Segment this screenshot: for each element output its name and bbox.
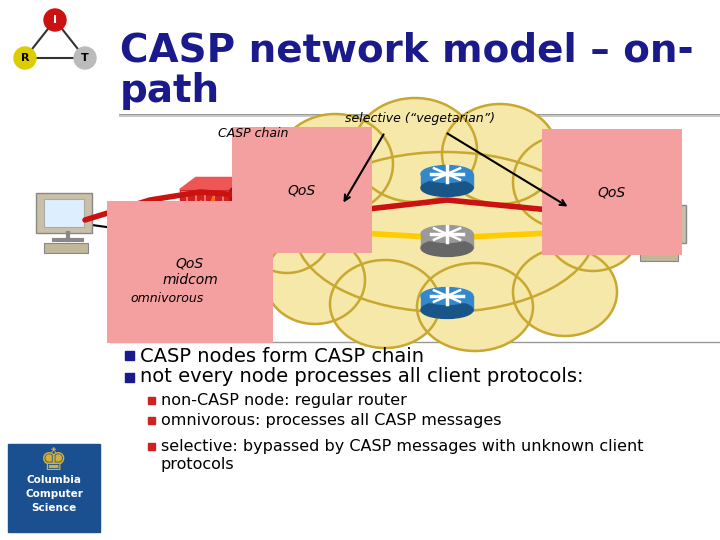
Polygon shape — [195, 196, 217, 230]
Text: CASP network model – on-: CASP network model – on- — [120, 32, 693, 70]
Ellipse shape — [513, 248, 617, 336]
Text: QoS: QoS — [598, 185, 626, 199]
Ellipse shape — [421, 166, 473, 183]
Ellipse shape — [295, 152, 595, 312]
Circle shape — [74, 47, 96, 69]
Text: path: path — [120, 72, 220, 110]
Text: I: I — [53, 15, 57, 25]
Ellipse shape — [417, 263, 533, 351]
Ellipse shape — [295, 185, 365, 235]
Circle shape — [14, 47, 36, 69]
Ellipse shape — [545, 183, 641, 271]
Polygon shape — [201, 202, 211, 224]
Text: omnivorous: processes all CASP messages: omnivorous: processes all CASP messages — [161, 413, 502, 428]
Bar — [148, 397, 155, 404]
Text: ♚: ♚ — [40, 448, 68, 476]
Ellipse shape — [544, 220, 596, 237]
Bar — [8, 444, 100, 532]
Polygon shape — [180, 190, 230, 247]
Text: CASP chain: CASP chain — [218, 127, 289, 140]
Ellipse shape — [421, 179, 473, 197]
Bar — [640, 252, 678, 261]
Polygon shape — [230, 178, 246, 247]
Ellipse shape — [316, 220, 368, 237]
Bar — [148, 417, 155, 424]
Ellipse shape — [421, 240, 473, 256]
Text: selective: bypassed by CASP messages with unknown client: selective: bypassed by CASP messages wit… — [161, 438, 644, 454]
Text: selective (“vegetarian”): selective (“vegetarian”) — [345, 112, 495, 125]
Bar — [148, 443, 155, 450]
Bar — [316, 228, 368, 242]
Text: Computer: Computer — [25, 489, 83, 499]
Bar — [44, 243, 88, 253]
Text: omnivorous: omnivorous — [130, 292, 203, 305]
Bar — [125, 351, 134, 360]
Text: not every node processes all client protocols:: not every node processes all client prot… — [140, 368, 583, 387]
Polygon shape — [180, 178, 246, 190]
Bar — [544, 228, 596, 242]
Ellipse shape — [277, 114, 393, 214]
Bar — [125, 373, 134, 382]
Text: non-CASP node: regular router: non-CASP node: regular router — [161, 393, 407, 408]
Bar — [421, 296, 473, 310]
Ellipse shape — [544, 233, 596, 251]
Ellipse shape — [330, 260, 440, 348]
Text: Science: Science — [32, 503, 76, 513]
Ellipse shape — [316, 233, 368, 251]
Circle shape — [44, 9, 66, 31]
Text: T: T — [81, 53, 89, 63]
Bar — [421, 234, 473, 248]
Bar — [36, 193, 92, 233]
Bar — [642, 212, 678, 238]
Ellipse shape — [265, 236, 365, 324]
Text: QoS
midcom: QoS midcom — [162, 257, 218, 287]
Text: protocols: protocols — [161, 456, 235, 471]
Ellipse shape — [513, 136, 613, 228]
Ellipse shape — [353, 98, 477, 202]
Ellipse shape — [421, 301, 473, 319]
Bar — [634, 205, 686, 243]
Text: CASP nodes form CASP chain: CASP nodes form CASP chain — [140, 347, 424, 366]
Text: QoS: QoS — [288, 183, 316, 197]
Ellipse shape — [241, 181, 333, 273]
Text: R: R — [21, 53, 30, 63]
Bar — [421, 174, 473, 188]
Ellipse shape — [421, 226, 473, 242]
Ellipse shape — [442, 104, 558, 204]
Text: Columbia: Columbia — [27, 475, 81, 485]
Ellipse shape — [421, 287, 473, 305]
Bar — [44, 199, 84, 227]
